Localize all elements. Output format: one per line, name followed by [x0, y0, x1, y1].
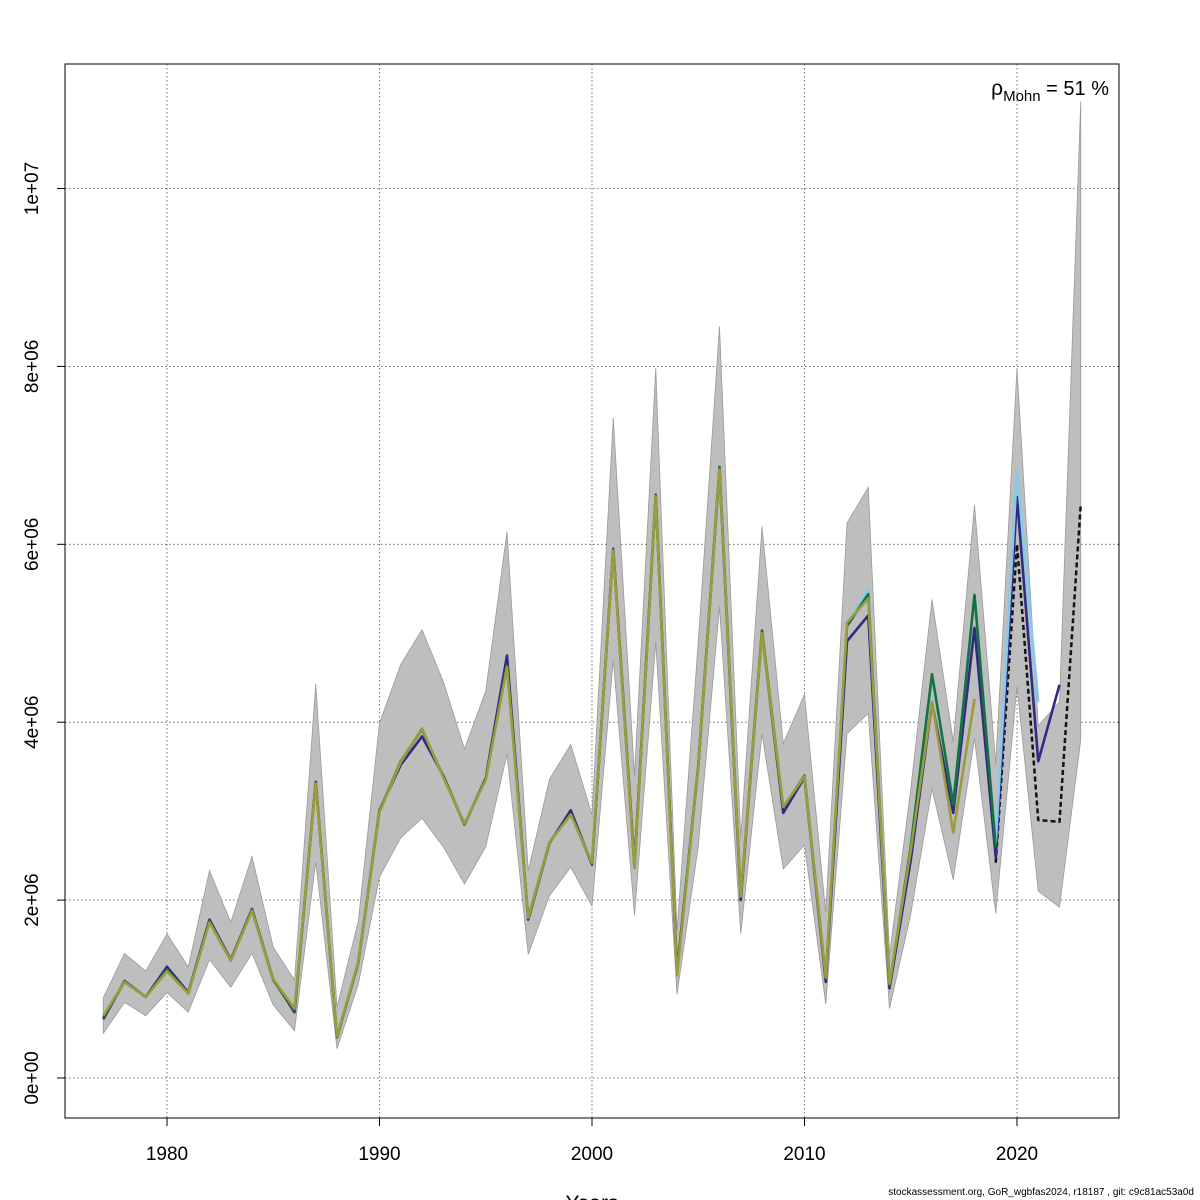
- series-line-5: [102, 468, 976, 1038]
- y-tick-label: 1e+07: [22, 162, 43, 215]
- x-axis: 1980 1990 2000 2010 2020: [146, 1118, 1038, 1165]
- mohn-value: = 51 %: [1041, 78, 1110, 100]
- footer-credit: stockassessment.org, GoR_wgbfas2024, r18…: [888, 1187, 1194, 1198]
- y-tick-label: 2e+06: [22, 873, 43, 926]
- confidence-band-area: [102, 101, 1082, 1049]
- mohn-rho-annotation: ρMohn = 51 %: [991, 77, 1109, 105]
- rho-symbol: ρ: [991, 77, 1003, 100]
- y-tick-label: 8e+06: [22, 340, 43, 393]
- y-tick-label: 4e+06: [22, 696, 43, 749]
- y-tick-label: 6e+06: [22, 518, 43, 571]
- confidence-band: [102, 101, 1082, 1049]
- x-axis-title: Years: [566, 1192, 619, 1200]
- y-tick-label: 0e+00: [22, 1051, 43, 1104]
- x-tick-label: 1980: [146, 1144, 188, 1165]
- x-tick-label: 2020: [996, 1144, 1038, 1165]
- mohn-subscript: Mohn: [1003, 88, 1041, 105]
- x-tick-label: 1990: [358, 1144, 400, 1165]
- y-axis: 0e+00 2e+06 4e+06 6e+06 8e+06 1e+07: [22, 162, 65, 1105]
- x-tick-label: 2000: [571, 1144, 613, 1165]
- series-line-1: [994, 504, 1082, 863]
- series-lines: [102, 465, 1082, 1039]
- x-tick-label: 2010: [783, 1144, 825, 1165]
